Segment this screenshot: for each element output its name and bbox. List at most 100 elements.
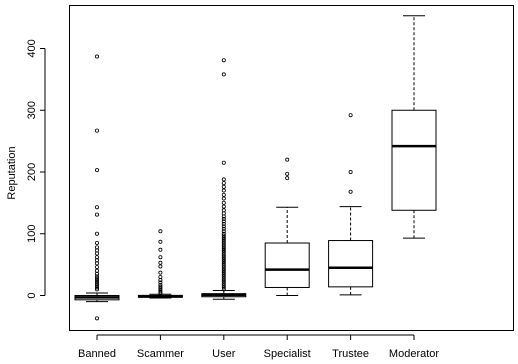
box-iqr (391, 109, 437, 211)
outlier-point (95, 54, 100, 59)
outlier-point (158, 286, 163, 291)
outlier-point (221, 200, 226, 205)
outlier-point (221, 263, 226, 268)
outlier-point (285, 157, 290, 162)
outlier-point (221, 235, 226, 240)
outlier-point (221, 196, 226, 201)
outlier-point (285, 171, 290, 176)
outlier-point (221, 272, 226, 277)
outlier-point (221, 253, 226, 258)
outlier-point (221, 248, 226, 253)
outlier-point (221, 224, 226, 229)
outlier-point (221, 221, 226, 226)
outlier-point (221, 266, 226, 271)
y-tick-label: 0 (26, 292, 38, 298)
outlier-point (221, 270, 226, 275)
outlier-point (95, 279, 100, 284)
y-tick-label: 100 (26, 225, 38, 243)
outlier-point (221, 259, 226, 264)
y-tick-label: 400 (26, 39, 38, 57)
outlier-point (95, 276, 100, 281)
outlier-point (221, 278, 226, 283)
box-iqr (264, 242, 310, 288)
boxes-group (74, 15, 437, 321)
outlier-point (95, 245, 100, 250)
outlier-point (95, 287, 100, 292)
outlier-point (158, 290, 163, 295)
outlier-point (221, 216, 226, 221)
outlier-point (221, 244, 226, 249)
outlier-point (221, 257, 226, 262)
outlier-point (158, 274, 163, 279)
outlier-point (158, 270, 163, 275)
outlier-point (221, 160, 226, 165)
outlier-point (95, 265, 100, 270)
x-tick-label: User (212, 348, 236, 360)
box-scammer (137, 229, 183, 299)
outlier-point (221, 261, 226, 266)
outlier-point (95, 255, 100, 260)
outlier-point (95, 128, 100, 133)
outlier-point (221, 177, 226, 182)
outlier-point (95, 278, 100, 283)
outlier-point (221, 276, 226, 281)
y-tick-label: 200 (26, 163, 38, 181)
outlier-point (348, 169, 353, 174)
outlier-point (158, 264, 163, 269)
outlier-point (221, 265, 226, 270)
outlier-point (158, 288, 163, 293)
outlier-point (221, 239, 226, 244)
outlier-point (95, 212, 100, 217)
outlier-point (221, 274, 226, 279)
box-moderator (391, 15, 437, 239)
outlier-point (221, 237, 226, 242)
outlier-point (221, 229, 226, 234)
outlier-point (221, 268, 226, 273)
outlier-point (95, 168, 100, 173)
outlier-point (221, 192, 226, 197)
outlier-point (221, 181, 226, 186)
outlier-point (158, 239, 163, 244)
outlier-point (221, 250, 226, 255)
y-axis: 0 100 200 300 400 (26, 39, 46, 299)
outlier-point (158, 280, 163, 285)
outlier-point (221, 58, 226, 63)
outlier-point (221, 252, 226, 257)
box-banned (74, 54, 120, 321)
outlier-point (221, 204, 226, 209)
outlier-point (95, 241, 100, 246)
outlier-point (158, 283, 163, 288)
outlier-point (158, 284, 163, 289)
y-tick-label: 300 (26, 101, 38, 119)
outlier-point (95, 205, 100, 210)
x-tick-label: Specialist (264, 348, 311, 360)
outlier-point (348, 113, 353, 118)
box-iqr (328, 240, 374, 288)
outlier-point (95, 231, 100, 236)
box-specialist (264, 157, 310, 296)
outlier-point (221, 279, 226, 284)
box-trustee (328, 113, 374, 296)
outlier-point (221, 226, 226, 231)
outlier-point (285, 176, 290, 181)
outlier-point (221, 241, 226, 246)
outlier-point (95, 281, 100, 286)
outlier-point (221, 242, 226, 247)
outlier-point (348, 189, 353, 194)
plot-frame (69, 5, 514, 331)
outlier-point (221, 188, 226, 193)
x-tick-label: Moderator (389, 348, 439, 360)
x-tick-label: Trustee (332, 348, 369, 360)
outlier-point (95, 316, 100, 321)
outlier-point (221, 283, 226, 288)
outlier-point (158, 247, 163, 252)
outlier-point (221, 219, 226, 224)
outlier-point (221, 246, 226, 251)
outlier-point (158, 229, 163, 234)
outlier-point (221, 285, 226, 290)
outlier-point (221, 255, 226, 260)
outlier-point (158, 260, 163, 265)
outlier-point (95, 285, 100, 290)
outlier-point (221, 208, 226, 213)
